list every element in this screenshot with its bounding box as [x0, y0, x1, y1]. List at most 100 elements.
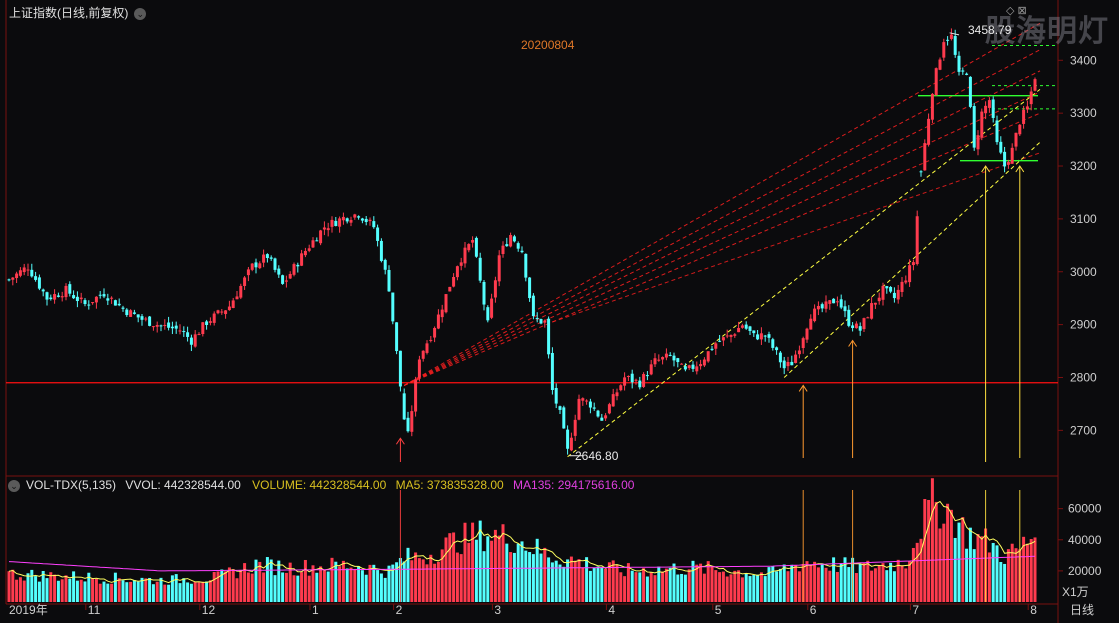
volume-bar	[353, 568, 357, 602]
volume-bar	[820, 563, 824, 602]
candle-body	[1003, 151, 1007, 167]
volume-bar	[714, 570, 718, 602]
toolbar-icons[interactable]: ◇ ⊠	[1006, 5, 1027, 17]
volume-bar	[683, 574, 687, 602]
arrow-orange-head	[848, 339, 858, 347]
volume-bar	[201, 581, 205, 602]
vol-indicator-name[interactable]: VOL-TDX(5,135)	[26, 478, 117, 492]
candle-body	[1025, 106, 1029, 110]
candle-body	[984, 105, 988, 114]
candle-body	[676, 358, 680, 363]
candle-body	[163, 324, 167, 326]
candle-body	[999, 141, 1003, 153]
volume-bar	[444, 537, 448, 602]
x-tick-label: 6	[810, 603, 817, 617]
x-tick-label: 5	[715, 603, 722, 617]
candle-body	[775, 347, 779, 351]
volume-bar	[847, 567, 851, 602]
volume-bar	[110, 583, 114, 602]
arrow-red-head	[395, 437, 405, 445]
candle-body	[509, 235, 513, 247]
volume-bar	[345, 568, 349, 602]
chart-title: 上证指数(日线,前复权)	[9, 6, 129, 20]
volume-bar	[554, 560, 558, 602]
vvol-value: VVOL: 442328544.00	[125, 478, 241, 492]
candle-body	[611, 394, 615, 407]
candle-body	[273, 258, 277, 270]
candle-body	[889, 286, 893, 292]
candle-body	[326, 228, 330, 231]
volume-bar	[588, 570, 592, 602]
candle-body	[433, 327, 437, 338]
volume-bar	[311, 565, 315, 602]
volume-bar	[702, 573, 706, 602]
candle-body	[113, 300, 117, 306]
volume-bar	[1006, 549, 1010, 602]
candle-body	[15, 273, 19, 279]
volume-bar	[455, 552, 459, 602]
volume-bar	[60, 579, 64, 602]
candle-body	[429, 339, 433, 341]
price-tick-label: 3200	[1070, 159, 1097, 173]
volume-bar	[695, 564, 699, 602]
volume-bar	[246, 572, 250, 602]
candle-body	[357, 216, 361, 218]
volume-bar	[436, 561, 440, 602]
volume-bar	[661, 571, 665, 602]
chevron-down-icon[interactable]: ⌄	[134, 7, 147, 20]
candle-body	[334, 220, 338, 227]
volume-bar	[904, 568, 908, 602]
candle-body	[885, 286, 889, 289]
volume-bar	[1025, 543, 1029, 602]
candle-body	[896, 289, 900, 300]
volume-bar	[706, 561, 710, 602]
volume-bar	[193, 581, 197, 602]
volume-bar	[262, 572, 266, 602]
volume-bar	[208, 580, 212, 602]
candle-body	[159, 325, 163, 327]
fan-line	[552, 152, 1041, 323]
candle-body	[626, 375, 630, 377]
candle-body	[493, 280, 497, 298]
volume-bar	[163, 584, 167, 602]
candle-body	[197, 334, 201, 336]
candle-body	[41, 289, 45, 292]
volume-bar	[239, 569, 243, 602]
volume-bar	[733, 570, 737, 602]
candle-body	[471, 239, 475, 243]
volume-bar	[417, 558, 421, 602]
candle-body	[782, 360, 786, 369]
candle-body	[687, 365, 691, 369]
volume-bar	[1029, 539, 1033, 602]
volume-bar	[809, 564, 813, 602]
volume-bar	[26, 573, 30, 602]
volume-bar	[11, 569, 15, 602]
volume-bar	[94, 578, 98, 602]
candle-body	[68, 284, 72, 294]
volume-bar	[265, 557, 269, 602]
volume-bar	[391, 564, 395, 602]
candle-body	[866, 317, 870, 319]
volume-bar	[106, 583, 110, 602]
candle-body	[231, 300, 235, 308]
price-tick-label: 3300	[1070, 106, 1097, 120]
volume-bar	[330, 557, 334, 602]
volume-bar	[281, 572, 285, 602]
volume-bar	[482, 551, 486, 602]
fan-line	[403, 49, 1041, 386]
volume-bar	[596, 566, 600, 602]
volume-bar	[881, 563, 885, 602]
chevron-down-icon[interactable]: ⌄	[8, 479, 20, 492]
volume-bar	[243, 563, 247, 602]
volume-bar	[15, 579, 19, 602]
candle-body	[813, 308, 817, 322]
volume-bar	[543, 547, 547, 602]
volume-bar	[334, 561, 338, 602]
candle-body	[756, 334, 760, 340]
candle-body	[657, 359, 661, 361]
volume-bar	[740, 577, 744, 602]
candle-body	[269, 257, 273, 259]
volume-bar	[75, 580, 79, 602]
volume-bar	[676, 574, 680, 602]
volume-bar	[395, 562, 399, 602]
